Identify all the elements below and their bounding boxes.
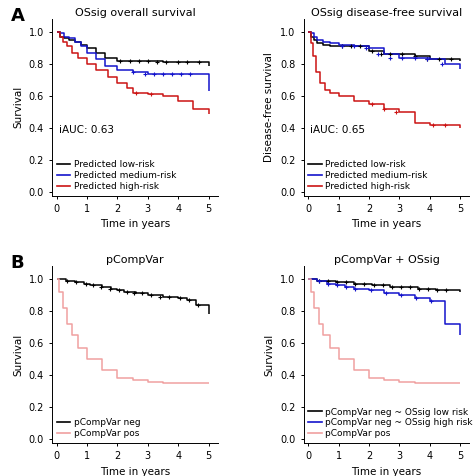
Legend: Predicted low-risk, Predicted medium-risk, Predicted high-risk: Predicted low-risk, Predicted medium-ris… [57, 160, 176, 191]
Text: A: A [11, 7, 25, 25]
X-axis label: Time in years: Time in years [100, 466, 170, 476]
Title: pCompVar: pCompVar [106, 256, 164, 266]
Text: iAUC: 0.63: iAUC: 0.63 [59, 125, 114, 135]
Y-axis label: Survival: Survival [13, 86, 23, 129]
Y-axis label: Survival: Survival [264, 333, 274, 376]
X-axis label: Time in years: Time in years [351, 466, 422, 476]
Y-axis label: Survival: Survival [13, 333, 23, 376]
Title: OSsig overall survival: OSsig overall survival [74, 8, 195, 18]
Legend: pCompVar neg ~ OSsig low risk, pCompVar neg ~ OSsig high risk, pCompVar pos: pCompVar neg ~ OSsig low risk, pCompVar … [308, 407, 473, 438]
X-axis label: Time in years: Time in years [100, 219, 170, 229]
X-axis label: Time in years: Time in years [351, 219, 422, 229]
Legend: pCompVar neg, pCompVar pos: pCompVar neg, pCompVar pos [57, 418, 140, 438]
Y-axis label: Disease-free survival: Disease-free survival [264, 52, 274, 162]
Legend: Predicted low-risk, Predicted medium-risk, Predicted high-risk: Predicted low-risk, Predicted medium-ris… [308, 160, 428, 191]
Text: iAUC: 0.65: iAUC: 0.65 [310, 125, 365, 135]
Title: OSsig disease-free survival: OSsig disease-free survival [311, 8, 462, 18]
Title: pCompVar + OSsig: pCompVar + OSsig [334, 256, 439, 266]
Text: B: B [11, 254, 24, 272]
